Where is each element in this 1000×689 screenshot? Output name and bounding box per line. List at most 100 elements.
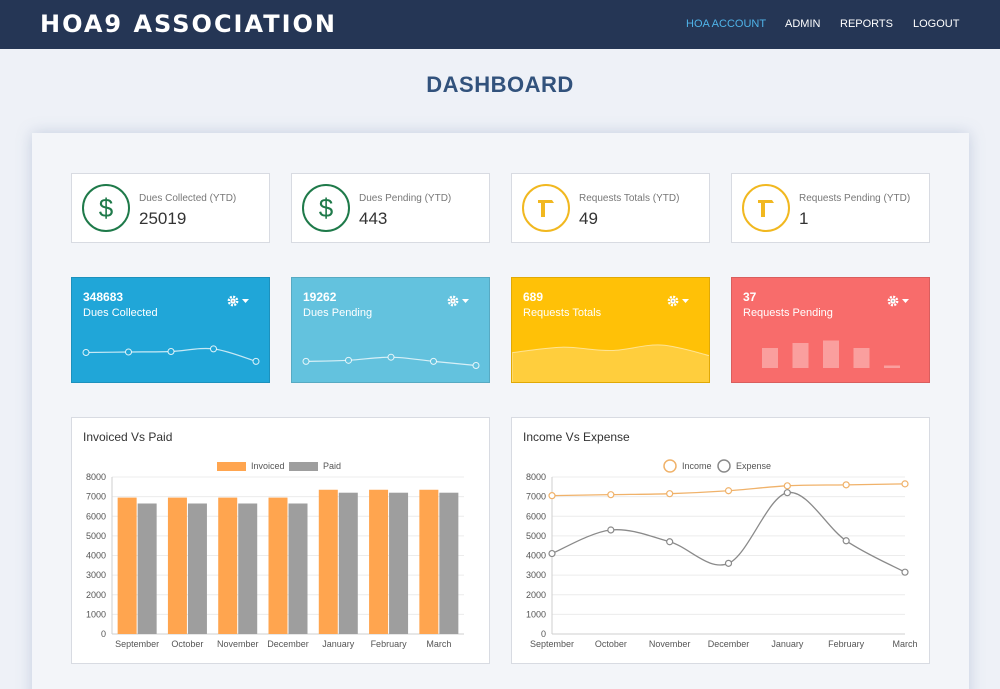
nav-logout[interactable]: LOGOUT [913,18,960,30]
bar-invoiced [419,489,439,634]
nav-admin[interactable]: ADMIN [785,18,821,30]
y-tick-label: 7000 [86,492,106,502]
bar-invoiced [268,497,288,634]
card-label: Requests Totals [523,307,602,319]
card-settings-dropdown[interactable] [227,295,249,307]
hammer-icon [742,184,790,232]
card-value: 348683 [83,290,124,304]
data-point-income [901,480,909,488]
brand-title[interactable]: HOA9 ASSOCIATION [40,10,337,38]
top-navbar: HOA9 ASSOCIATION HOA ACCOUNT ADMIN REPOR… [0,0,1000,49]
stat-requests-pending: Requests Pending (YTD) 1 [731,173,930,243]
data-point-expense [607,526,615,534]
y-tick-label: 2000 [526,590,546,600]
hammer-icon [522,184,570,232]
stat-requests-totals: Requests Totals (YTD) 49 [511,173,710,243]
x-tick-label: November [217,639,259,649]
legend-marker [717,459,731,473]
y-tick-label: 2000 [86,590,106,600]
bar-invoiced [167,497,187,634]
sparkline-bar [823,340,839,368]
bar-invoiced [218,497,238,634]
income-vs-expense-chart: 0 1000 2000 3000 4000 5000 6000 7000 8000 Septemb… [526,459,918,649]
x-tick-label: October [171,639,203,649]
card-settings-dropdown[interactable] [887,295,909,307]
nav-hoa-account[interactable]: HOA ACCOUNT [686,18,767,30]
bar-invoiced [318,489,338,634]
income-vs-expense-card: Income Vs Expense 0 1000 2000 3000 4000 5000 6… [511,417,930,664]
x-tick-label: January [322,639,355,649]
data-point-income [666,490,674,498]
sparkline-point [387,353,395,361]
chart-title: Income Vs Expense [523,430,630,444]
x-tick-label: September [530,639,574,649]
sparkline-bar [853,348,870,368]
nav-reports[interactable]: REPORTS [840,18,893,30]
sparkline-bar [762,348,778,368]
card-settings-dropdown[interactable] [667,295,689,307]
legend-swatch [217,462,246,471]
sparkline-area [512,344,709,382]
sparkline-chart [302,353,480,370]
x-tick-label: March [426,639,451,649]
sparkline-chart [82,345,260,365]
x-tick-label: January [771,639,804,649]
data-point-income [607,491,615,499]
x-tick-label: February [828,639,865,649]
legend-label: Invoiced [251,461,285,471]
card-label: Requests Pending [743,307,833,319]
sparkline-point [302,357,310,365]
card-label: Dues Collected [83,307,158,319]
card-requests-totals: 689 Requests Totals [511,277,710,383]
dollar-icon: $ [302,184,350,232]
card-value: 37 [743,290,757,304]
sparkline-point [345,356,352,364]
chart-title: Invoiced Vs Paid [83,430,173,444]
bar-paid [439,492,459,634]
sparkline-point [125,348,132,356]
stat-value: 443 [359,209,388,228]
page-title: DASHBOARD [426,72,574,97]
bar-paid [288,503,308,634]
gear-icon [227,295,239,307]
gear-icon [447,295,459,307]
data-point-expense [666,538,674,546]
card-dues-pending: 19262 Dues Pending [291,277,490,383]
gear-icon [887,295,899,307]
stat-label: Requests Totals (YTD) [579,193,680,204]
card-label: Dues Pending [303,307,373,319]
y-tick-label: 6000 [86,511,106,521]
x-tick-label: February [371,639,408,649]
sparkline-point [252,357,260,365]
stat-value: 25019 [139,209,187,228]
sparkline-bar [792,343,809,368]
card-value: 689 [523,290,544,304]
y-tick-label: 3000 [526,570,546,580]
invoiced-vs-paid-chart: 0 1000 2000 3000 4000 5000 6000 7000 8000 Septemb… [86,461,464,649]
stat-label: Dues Pending (YTD) [359,193,452,204]
bar-paid [238,503,258,634]
card-settings-dropdown[interactable] [447,295,469,307]
data-point-income [548,492,556,500]
sparkline-chart [512,344,709,382]
card-value: 19262 [303,290,337,304]
card-dues-collected: 348683 Dues Collected [71,277,270,383]
legend-swatch [289,462,318,471]
legend-label: Expense [736,461,771,471]
stat-dues-collected: $ Dues Collected (YTD) 25019 [71,173,270,243]
sparkline-point [210,345,217,353]
sparkline-chart [762,340,900,368]
stat-value: 49 [579,209,598,228]
stat-dues-pending: $ Dues Pending (YTD) 443 [291,173,490,243]
invoiced-vs-paid-card: Invoiced Vs Paid 0 1000 2000 3000 4000 5000 60… [71,417,490,664]
data-point-income [724,487,733,495]
y-tick-label: 1000 [86,609,106,619]
x-tick-label: December [708,639,750,649]
bar-paid [137,503,157,634]
y-tick-label: 1000 [526,609,546,619]
legend-label: Income [682,461,712,471]
y-tick-label: 5000 [86,531,106,541]
data-point-expense [724,559,733,567]
caret-down-icon [462,298,469,303]
y-tick-label: 8000 [86,472,106,482]
